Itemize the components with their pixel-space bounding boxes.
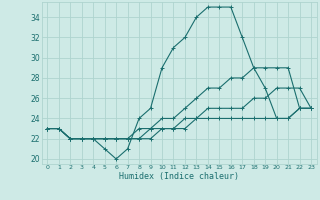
X-axis label: Humidex (Indice chaleur): Humidex (Indice chaleur) [119,172,239,181]
